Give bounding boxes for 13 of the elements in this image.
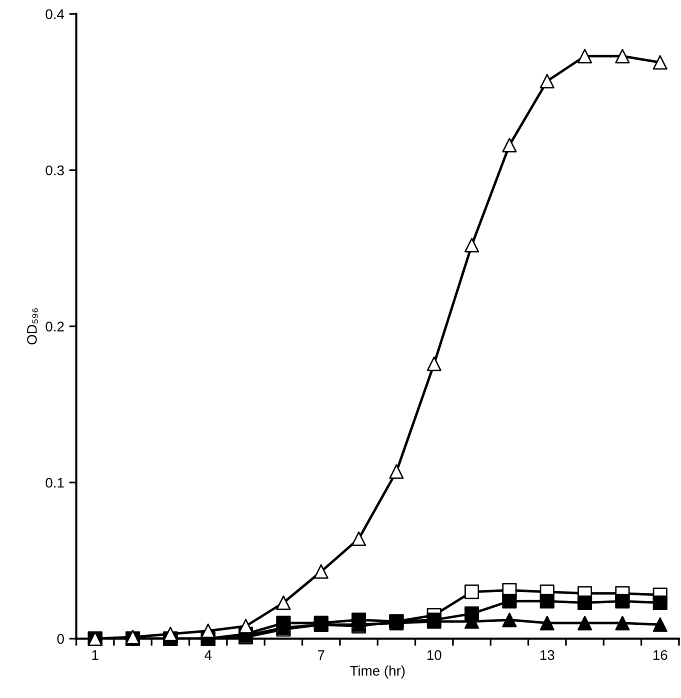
- x-tick-label: 13: [540, 650, 554, 660]
- x-tick-label: 10: [427, 650, 442, 660]
- x-tick-label: 7: [318, 650, 324, 660]
- y-tick-label: 0: [57, 634, 64, 644]
- x-tick-label: 1: [92, 650, 98, 660]
- x-tick-label: 4: [204, 650, 212, 660]
- y-tick-label: 0.4: [46, 9, 64, 20]
- y-axis-title: OD₅₉₆: [27, 308, 38, 344]
- y-tick-label: 0.1: [46, 478, 64, 488]
- x-tick-label: 16: [653, 650, 668, 660]
- y-tick-label: 0.3: [46, 165, 64, 176]
- y-tick-label: 0.2: [46, 322, 64, 332]
- x-axis-title: Time (hr): [350, 666, 405, 678]
